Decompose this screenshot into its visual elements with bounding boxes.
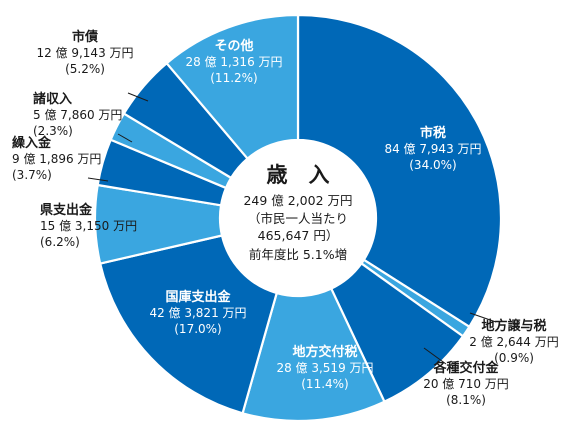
slice-1-name-label: 地方譲与税 <box>481 318 546 334</box>
slice-9 <box>165 13 300 160</box>
slice-5-amount-label: 15 億 3,150 万円 <box>40 219 137 233</box>
slice-9-amount-label: 28 億 1,316 万円 <box>185 55 282 69</box>
slice-3-pct-label: (11.4%) <box>301 377 348 391</box>
slice-8-amount-label: 12 億 9,143 万円 <box>36 46 133 60</box>
center-total: 249 億 2,002 万円 <box>243 193 352 208</box>
center-summary: 歳 入 249 億 2,002 万円 （市民一人当たり 465,647 円） 前… <box>243 163 352 262</box>
slice-1-amount-label: 2 億 2,644 万円 <box>469 335 558 349</box>
slice-4 <box>99 234 278 415</box>
leader-line-8 <box>127 92 149 102</box>
center-change: 前年度比 5.1%増 <box>249 247 347 262</box>
slice-5-name-label: 県支出金 <box>40 202 93 218</box>
slice-8-name-label: 市債 <box>72 29 98 45</box>
slice-4-amount-label: 42 億 3,821 万円 <box>149 306 246 320</box>
slice-0-name-label: 市税 <box>420 125 446 141</box>
leader-line-7 <box>117 133 133 143</box>
leader-line-2 <box>423 347 447 365</box>
slice-7-amount-label: 5 億 7,860 万円 <box>33 108 122 122</box>
slice-9-name-label: その他 <box>214 38 253 54</box>
leader-line-1 <box>469 312 497 323</box>
center-per-capita-line1: （市民一人当たり <box>248 211 348 226</box>
slice-3-name-label: 地方交付税 <box>292 344 357 360</box>
slice-9-pct-label: (11.2%) <box>210 71 257 85</box>
slice-0 <box>296 13 503 328</box>
slice-6-name-label: 繰入金 <box>12 135 52 151</box>
slice-3-amount-label: 28 億 3,519 万円 <box>276 361 373 375</box>
slice-2-amount-label: 20 億 710 万円 <box>423 377 509 391</box>
slice-6-pct-label: (3.7%) <box>12 168 52 182</box>
donut-slices <box>93 13 503 423</box>
slice-0-amount-label: 84 億 7,943 万円 <box>384 142 481 156</box>
slice-8-pct-label: (5.2%) <box>65 62 105 76</box>
center-per-capita-line2: 465,647 円） <box>258 228 339 243</box>
slice-1-pct-label: (0.9%) <box>494 351 534 365</box>
slice-4-pct-label: (17.0%) <box>174 322 221 336</box>
slice-7-pct-label: (2.3%) <box>33 124 73 138</box>
slice-2-pct-label: (8.1%) <box>446 393 486 407</box>
slice-3 <box>241 287 386 423</box>
slice-7-name-label: 諸収入 <box>33 91 72 107</box>
slice-4-name-label: 国庫支出金 <box>165 289 231 305</box>
leader-line-6 <box>87 177 109 182</box>
center-title: 歳 入 <box>267 163 330 187</box>
slice-6-amount-label: 9 億 1,896 万円 <box>12 152 101 166</box>
slice-2-name-label: 各種交付金 <box>432 360 499 376</box>
slice-5-pct-label: (6.2%) <box>40 235 80 249</box>
slice-0-pct-label: (34.0%) <box>409 158 456 172</box>
